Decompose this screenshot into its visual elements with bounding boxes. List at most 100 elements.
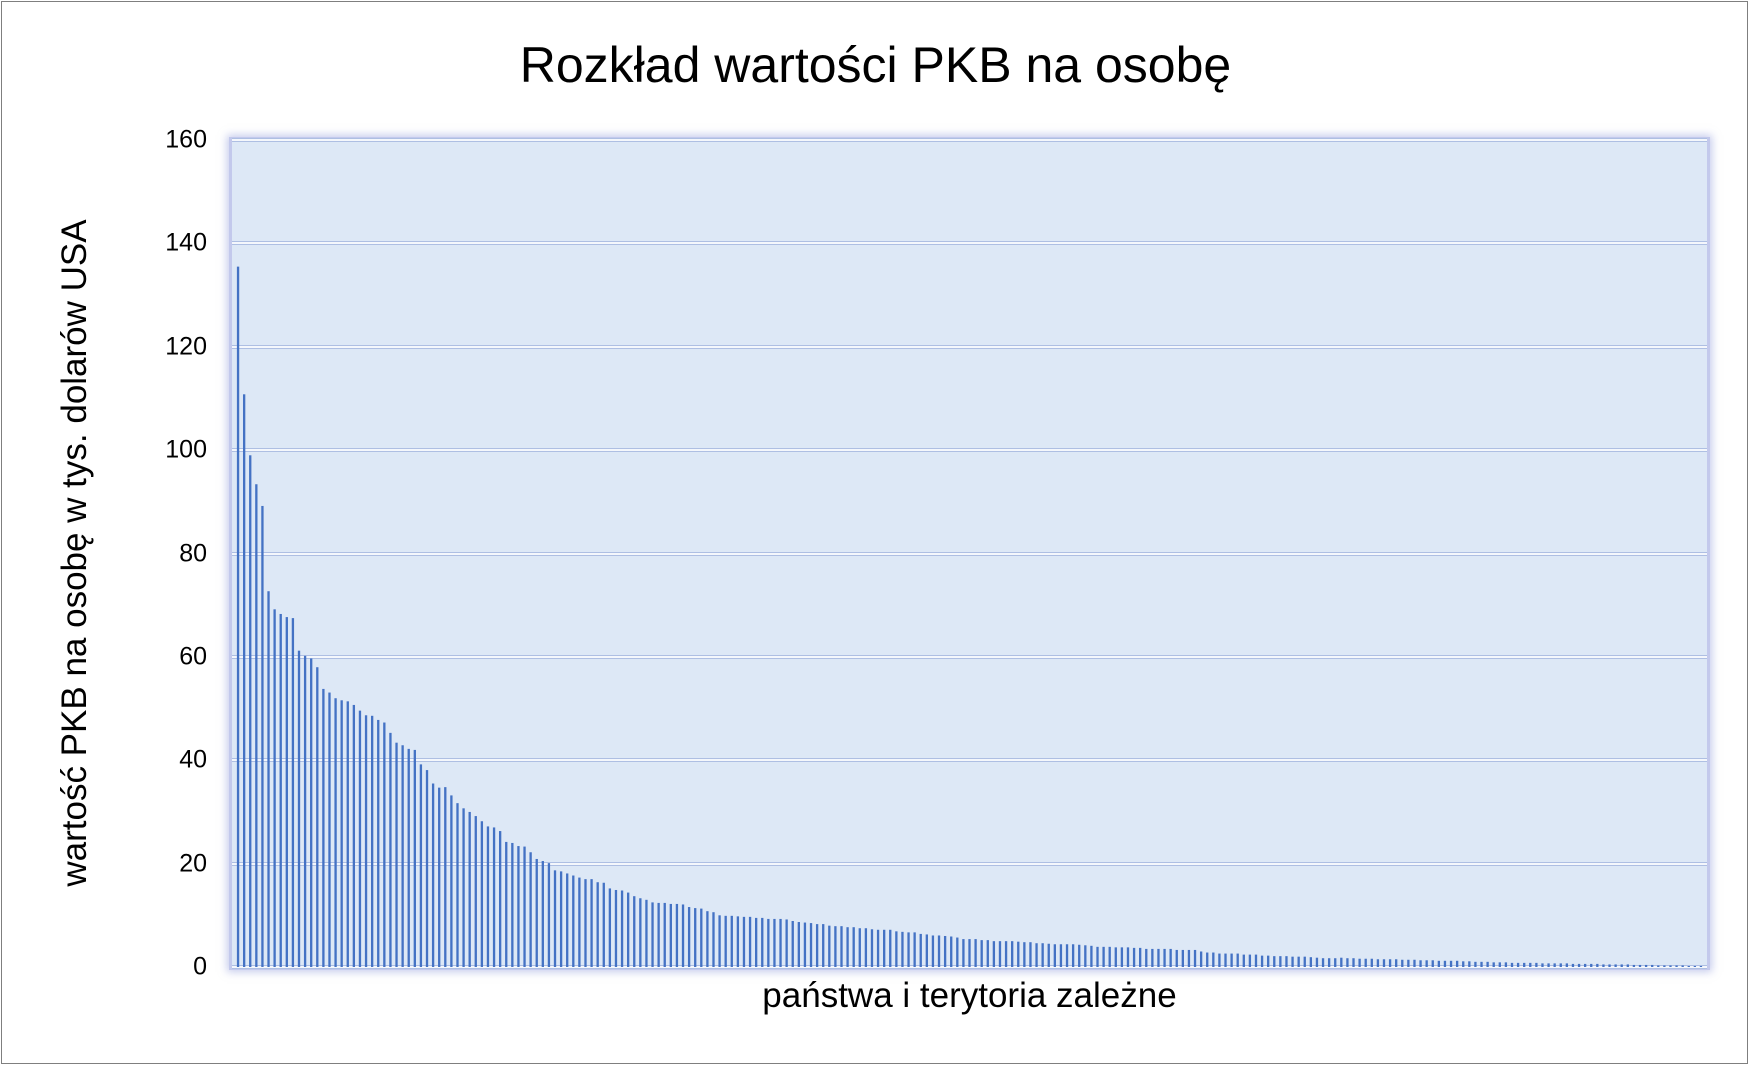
bar bbox=[1437, 960, 1441, 967]
bar bbox=[852, 927, 855, 967]
bar bbox=[1187, 949, 1191, 967]
bar bbox=[846, 927, 849, 967]
bar bbox=[913, 932, 916, 967]
bar bbox=[681, 904, 685, 967]
bar bbox=[1687, 965, 1690, 967]
bar bbox=[998, 941, 1002, 967]
bar bbox=[675, 903, 679, 967]
bar bbox=[1382, 959, 1386, 967]
bar bbox=[462, 808, 465, 967]
bar bbox=[1699, 965, 1703, 967]
bar bbox=[486, 826, 490, 967]
bar bbox=[1248, 954, 1252, 967]
bar bbox=[456, 803, 459, 967]
bar bbox=[1504, 962, 1508, 967]
bar bbox=[1163, 948, 1166, 967]
bar bbox=[864, 928, 868, 967]
bar bbox=[925, 934, 928, 967]
bar bbox=[1004, 941, 1008, 967]
bar bbox=[505, 841, 508, 967]
bar bbox=[1492, 962, 1495, 967]
bar bbox=[986, 940, 989, 967]
bar bbox=[316, 667, 319, 967]
bar bbox=[1553, 963, 1556, 967]
gridline bbox=[232, 138, 1707, 142]
bar bbox=[937, 935, 941, 967]
bar bbox=[1017, 941, 1020, 967]
bar bbox=[1108, 946, 1111, 967]
bar bbox=[1169, 948, 1172, 967]
bar bbox=[712, 912, 715, 967]
bar bbox=[724, 915, 727, 967]
bar bbox=[1370, 958, 1373, 967]
bar bbox=[1352, 958, 1355, 967]
y-tick-label: 40 bbox=[179, 745, 207, 774]
bar bbox=[620, 890, 624, 967]
bar bbox=[1041, 943, 1044, 967]
bar bbox=[236, 266, 240, 967]
bar bbox=[1059, 944, 1063, 967]
bar bbox=[767, 918, 770, 967]
bar bbox=[1547, 963, 1550, 967]
bar bbox=[1157, 948, 1160, 967]
bar bbox=[1541, 963, 1544, 967]
gridline bbox=[232, 448, 1707, 453]
y-tick-label: 120 bbox=[165, 332, 207, 361]
bar bbox=[876, 929, 880, 967]
bar bbox=[700, 908, 703, 967]
bar bbox=[1559, 963, 1562, 967]
bar bbox=[1029, 942, 1032, 967]
bar bbox=[1035, 943, 1038, 967]
bar bbox=[303, 655, 307, 967]
gridline bbox=[232, 758, 1707, 763]
bar bbox=[736, 916, 740, 967]
bar bbox=[761, 917, 764, 967]
bar bbox=[1236, 953, 1239, 967]
bar bbox=[578, 877, 581, 967]
y-axis-label: wartość PKB na osobę w tys. dolarów USA bbox=[55, 219, 94, 887]
bar bbox=[566, 873, 569, 967]
bar bbox=[559, 871, 563, 967]
bar bbox=[1358, 958, 1361, 967]
bar bbox=[1583, 963, 1587, 967]
bar bbox=[413, 749, 416, 967]
bar bbox=[1297, 956, 1300, 967]
bar bbox=[1053, 944, 1056, 967]
chart-title: Rozkład wartości PKB na osobę bbox=[519, 37, 1232, 93]
bar bbox=[297, 650, 301, 967]
bar bbox=[1139, 947, 1142, 967]
bar bbox=[742, 916, 746, 967]
bar bbox=[401, 745, 404, 967]
bar bbox=[730, 915, 733, 967]
bar bbox=[657, 902, 660, 967]
bar bbox=[1523, 962, 1526, 967]
bar bbox=[1480, 961, 1483, 967]
bar bbox=[377, 719, 380, 967]
bar bbox=[1626, 964, 1629, 967]
bar bbox=[663, 902, 666, 967]
bar bbox=[590, 879, 593, 967]
bar bbox=[1321, 958, 1325, 967]
bar bbox=[773, 918, 776, 967]
bar bbox=[1175, 949, 1178, 967]
bar bbox=[1590, 963, 1593, 967]
bar bbox=[407, 748, 410, 967]
bar bbox=[1071, 944, 1075, 967]
bar bbox=[1346, 958, 1349, 967]
bar bbox=[1663, 965, 1666, 967]
bar bbox=[706, 911, 709, 967]
bar bbox=[1632, 964, 1636, 967]
bar bbox=[785, 919, 788, 967]
bar bbox=[1303, 956, 1306, 967]
bar bbox=[1102, 946, 1105, 967]
bar bbox=[809, 923, 813, 967]
bar bbox=[1413, 959, 1416, 967]
bar bbox=[1486, 961, 1489, 967]
bar bbox=[1334, 958, 1337, 967]
x-axis-label: państwa i terytoria zależne bbox=[762, 976, 1177, 1015]
bar bbox=[346, 701, 349, 967]
bar bbox=[1431, 960, 1434, 967]
bar bbox=[840, 926, 843, 967]
bar bbox=[901, 931, 904, 967]
bar bbox=[255, 484, 258, 967]
